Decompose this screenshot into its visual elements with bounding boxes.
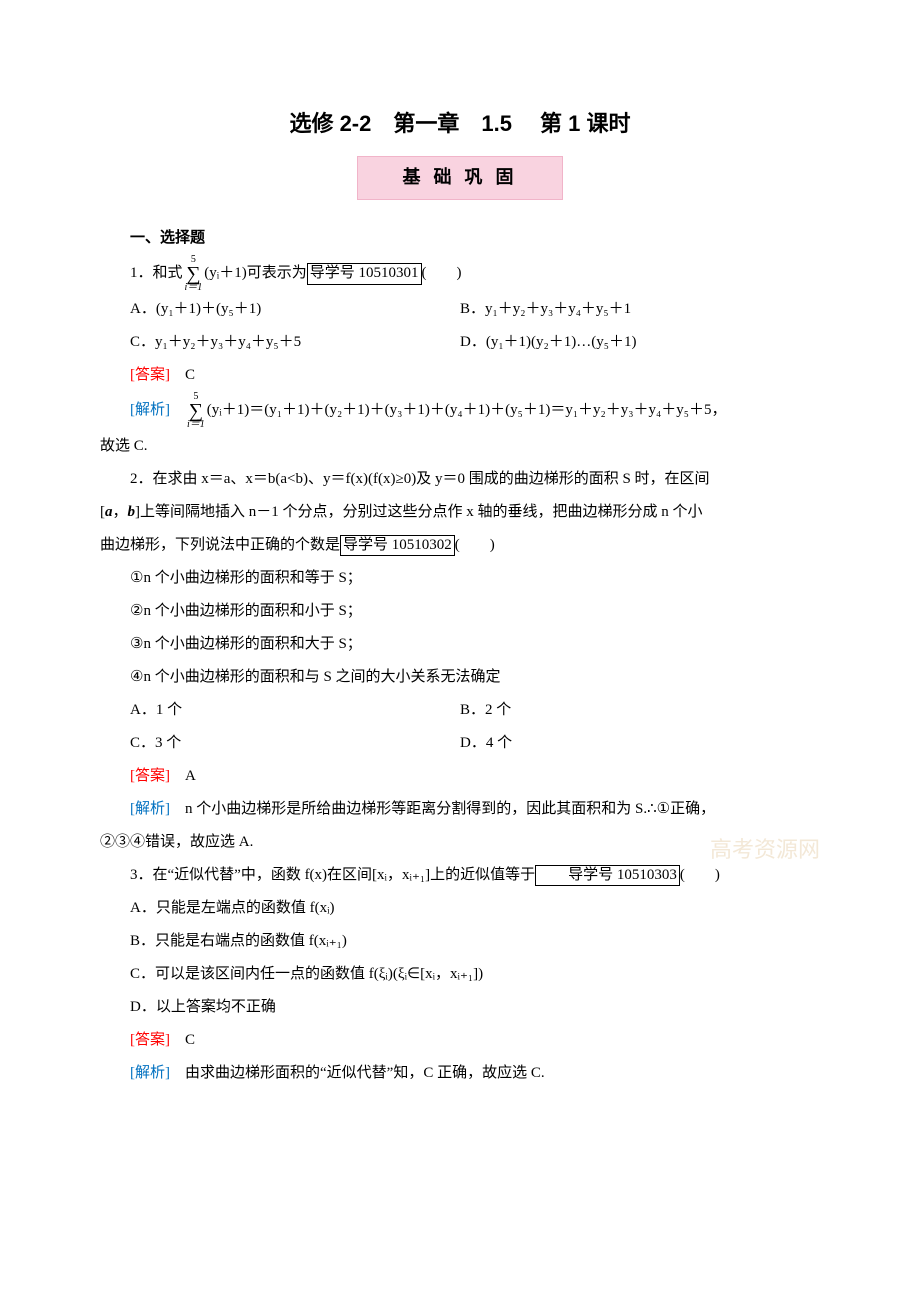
section-heading: 一、选择题 <box>100 222 820 255</box>
sigma-glyph: ∑ <box>186 265 200 283</box>
answer-label: [答案] <box>130 367 170 383</box>
q1-opt-d: D．(y₁＋1)(y₂＋1)…(y₅＋1) <box>460 326 820 359</box>
q1-sum-body: (yᵢ＋1)可表示为 <box>204 257 306 290</box>
q1-analysis-tail: 故选 C. <box>100 430 820 463</box>
q2-opt-d: D．4 个 <box>460 727 820 760</box>
ref-box: 导学号 10510303 <box>535 865 680 887</box>
q1-tail: ( ) <box>422 257 462 290</box>
ref-box: 导学号 10510302 <box>340 535 455 557</box>
q3-opt-d: D．以上答案均不正确 <box>100 991 820 1024</box>
q1-stem-pre: 1．和式 <box>130 257 183 290</box>
q2-stmt-2: ②n 个小曲边梯形的面积和小于 S； <box>100 595 820 628</box>
var-a: a <box>105 504 113 520</box>
q3-analysis-row: [解析] 由求曲边梯形面积的“近似代替”知，C 正确，故应选 C. <box>100 1057 820 1090</box>
sigma-symbol: 5 ∑ i＝1 <box>185 255 203 293</box>
q2-opt-c: C．3 个 <box>100 727 460 760</box>
q2-analysis-tail-row: 高考资源网 ②③④错误，故应选 A. <box>100 826 820 859</box>
sigma-glyph: ∑ <box>189 402 203 420</box>
answer-label: [答案] <box>130 768 170 784</box>
q1-answer-row: [答案] C <box>100 359 820 392</box>
banner-row: 基 础 巩 固 <box>100 156 820 200</box>
q2-analysis-body: n 个小曲边梯形是所给曲边梯形等距离分割得到的，因此其面积和为 S.∴①正确， <box>170 801 715 817</box>
q3-tail: ( ) <box>680 867 720 883</box>
sum-lower: i＝1 <box>187 420 205 430</box>
sum-lower: i＝1 <box>185 283 203 293</box>
q1-opt-b: B．y₁＋y₂＋y₃＋y₄＋y₅＋1 <box>460 293 820 326</box>
answer-label: [答案] <box>130 1032 170 1048</box>
q1-opt-c: C．y₁＋y₂＋y₃＋y₄＋y₅＋5 <box>100 326 460 359</box>
q2-line1b-post: ]上等间隔地插入 n－1 个分点，分别过这些分点作 x 轴的垂线，把曲边梯形分成… <box>135 504 703 520</box>
q3-answer: C <box>170 1032 195 1048</box>
q2-opt-a: A．1 个 <box>100 694 460 727</box>
page-title: 选修 2-2 第一章 1.5 第 1 课时 <box>100 100 820 148</box>
analysis-label: [解析] <box>130 801 170 817</box>
q3-answer-row: [答案] C <box>100 1024 820 1057</box>
analysis-label: [解析] <box>130 1065 170 1081</box>
q3-stem: 3．在“近似代替”中，函数 f(x)在区间[xᵢ，xᵢ₊₁]上的近似值等于导学号… <box>100 859 820 892</box>
q2-line1c: 曲边梯形，下列说法中正确的个数是导学号 10510302( ) <box>100 529 820 562</box>
q3-stem-a: 3．在“近似代替”中，函数 f(x)在区间[xᵢ，xᵢ₊₁]上的近似值等于 <box>130 867 535 883</box>
q1-analysis-body: (yᵢ＋1)＝(y₁＋1)＋(y₂＋1)＋(y₃＋1)＋(y₄＋1)＋(y₅＋1… <box>207 394 727 427</box>
q2-line1a: 2．在求由 x＝a、x＝b(a<b)、y＝f(x)(f(x)≥0)及 y＝0 围… <box>100 463 820 496</box>
q2-tail: ( ) <box>455 537 495 553</box>
q2-line1b: [a，b]上等间隔地插入 n－1 个分点，分别过这些分点作 x 轴的垂线，把曲边… <box>100 496 820 529</box>
q2-answer: A <box>170 768 196 784</box>
q3-opt-b: B．只能是右端点的函数值 f(xᵢ₊₁) <box>100 925 820 958</box>
q2-stmt-3: ③n 个小曲边梯形的面积和大于 S； <box>100 628 820 661</box>
q2-analysis-row: [解析] n 个小曲边梯形是所给曲边梯形等距离分割得到的，因此其面积和为 S.∴… <box>100 793 820 826</box>
ref-box: 导学号 10510301 <box>307 263 422 285</box>
q1-analysis-row: [解析] 5 ∑ i＝1 (yᵢ＋1)＝(y₁＋1)＋(y₂＋1)＋(y₃＋1)… <box>100 392 820 430</box>
q2-stmt-4: ④n 个小曲边梯形的面积和与 S 之间的大小关系无法确定 <box>100 661 820 694</box>
q2-opt-b: B．2 个 <box>460 694 820 727</box>
q2-analysis-tail: ②③④错误，故应选 A. <box>100 834 253 850</box>
comma: ， <box>113 504 128 520</box>
q3-analysis-body: 由求曲边梯形面积的“近似代替”知，C 正确，故应选 C. <box>170 1065 545 1081</box>
var-b: b <box>128 504 136 520</box>
q2-answer-row: [答案] A <box>100 760 820 793</box>
q1-opt-a: A．(y₁＋1)＋(y₅＋1) <box>100 293 460 326</box>
q1-stem: 1．和式 5 ∑ i＝1 (yᵢ＋1)可表示为 导学号 10510301 ( ) <box>100 255 820 293</box>
q2-stmt-1: ①n 个小曲边梯形的面积和等于 S； <box>100 562 820 595</box>
q2-line1c-text: 曲边梯形，下列说法中正确的个数是 <box>100 537 340 553</box>
q3-opt-a: A．只能是左端点的函数值 f(xᵢ) <box>100 892 820 925</box>
q1-answer: C <box>170 367 195 383</box>
q3-opt-c: C．可以是该区间内任一点的函数值 f(ξᵢ)(ξᵢ∈[xᵢ，xᵢ₊₁]) <box>100 958 820 991</box>
sigma-symbol: 5 ∑ i＝1 <box>187 392 205 430</box>
analysis-label: [解析] <box>130 394 170 427</box>
banner-text: 基 础 巩 固 <box>357 156 562 200</box>
